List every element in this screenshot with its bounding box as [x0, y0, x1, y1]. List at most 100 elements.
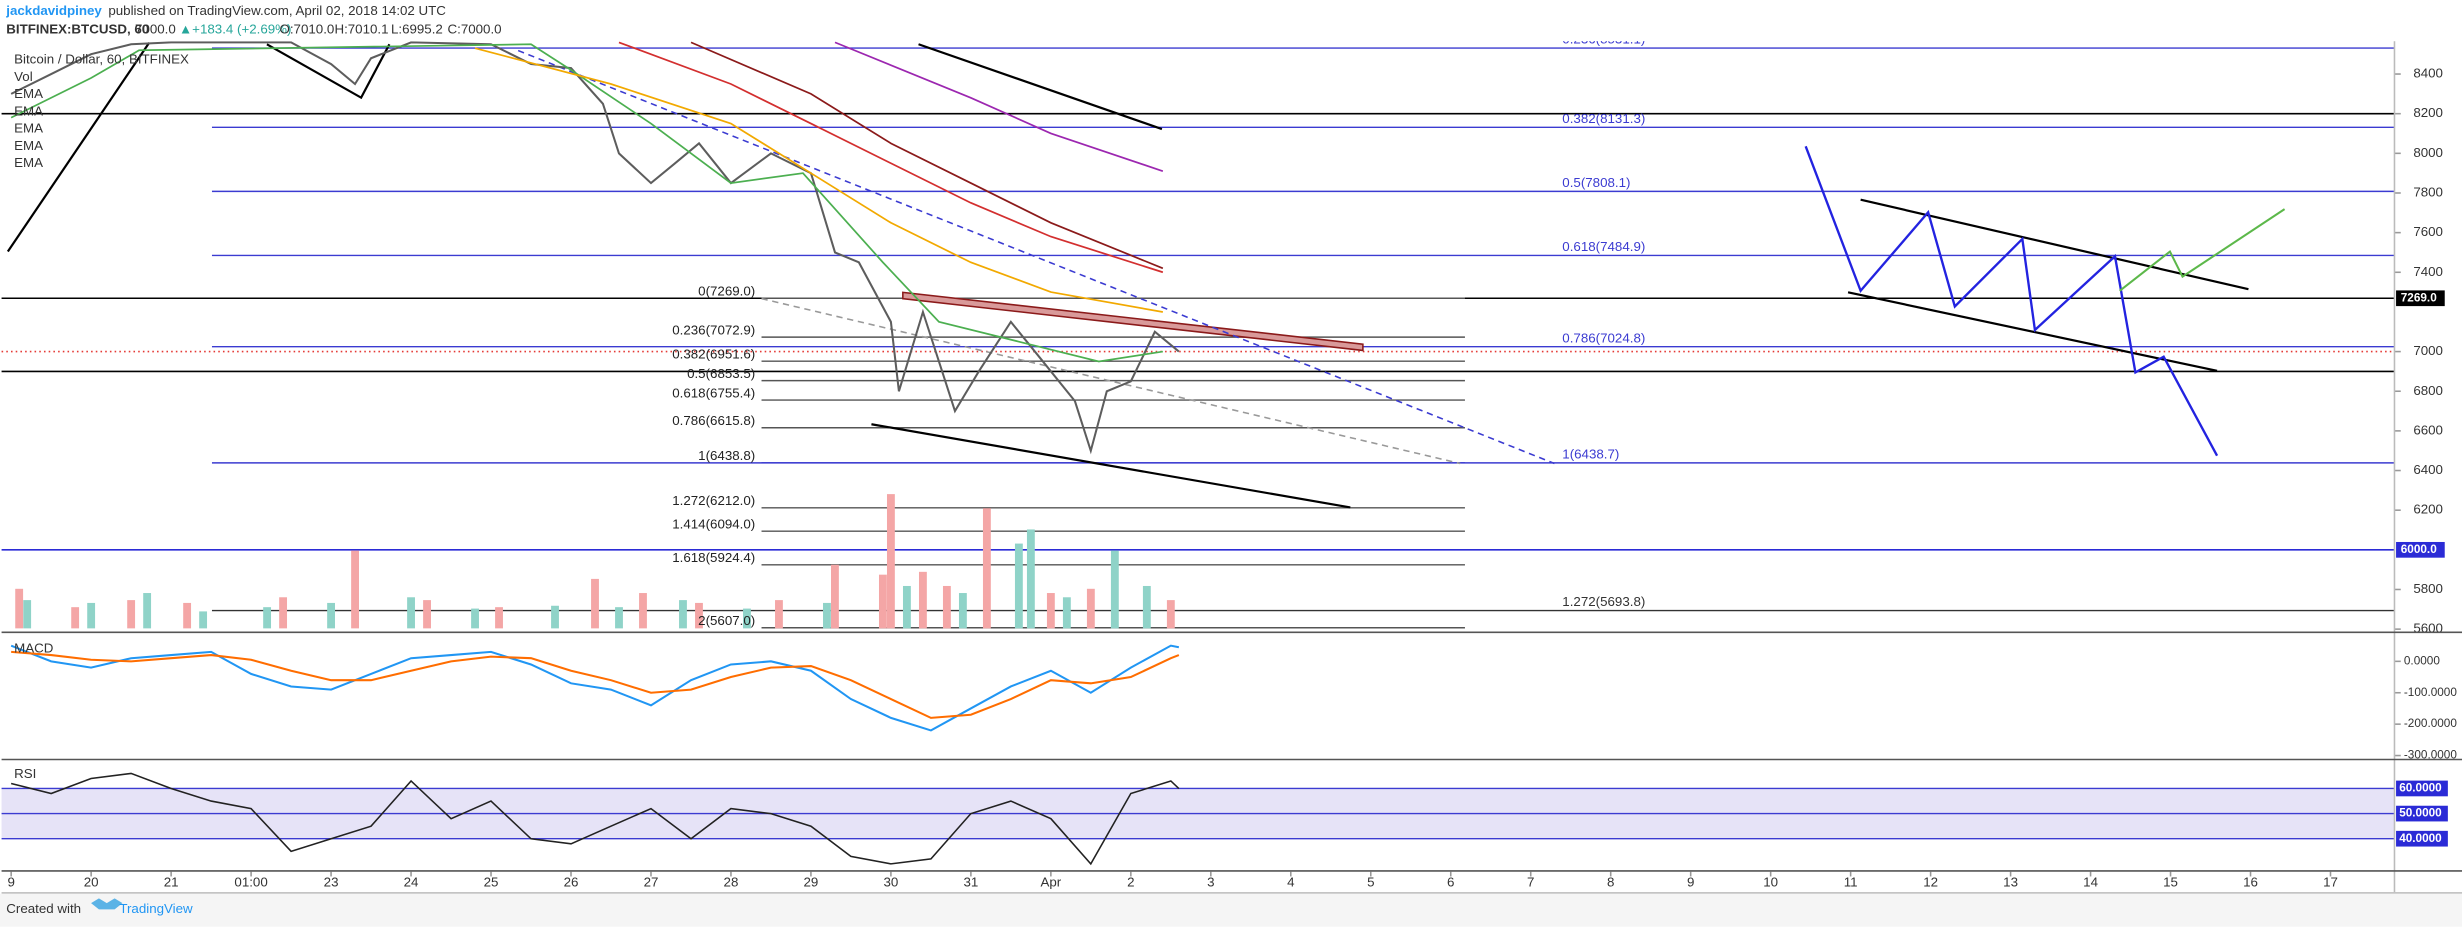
volume-bar — [1026, 529, 1035, 629]
x-tick-label: 15 — [2163, 874, 2178, 889]
y-tick-label: 6800 — [2413, 383, 2443, 398]
fib-label: 0.382(8131.3) — [1562, 111, 1645, 126]
legend-ema: EMA — [14, 103, 43, 118]
fib-label: 0.786(6615.8) — [672, 413, 755, 428]
y-tick-label: 40.0000 — [2399, 832, 2442, 845]
volume-bar — [743, 608, 751, 629]
brand[interactable]: TradingView — [119, 901, 193, 916]
volume-bar — [886, 494, 895, 629]
volume-bar — [351, 550, 359, 629]
volume-bar — [23, 600, 32, 629]
volume-bar — [1110, 550, 1119, 629]
series-line — [11, 650, 1180, 719]
volume-bar — [263, 607, 272, 629]
volume-bar — [143, 593, 152, 629]
trend-line — [871, 423, 1351, 509]
x-tick-label: 25 — [484, 874, 499, 889]
x-tick-label: 8 — [1607, 874, 1614, 889]
x-tick-label: 2 — [1127, 874, 1134, 889]
volume-bar — [1142, 585, 1151, 629]
x-tick-label: 29 — [804, 874, 819, 889]
trend-line — [266, 43, 391, 100]
resistance-band — [902, 291, 1364, 352]
volume-bar — [775, 600, 783, 629]
series-line — [10, 644, 1180, 732]
symbol: BITFINEX:BTCUSD, 60 — [6, 22, 149, 37]
tick-badge — [2396, 830, 2448, 847]
volume-bar — [679, 600, 687, 629]
price-badge — [2396, 290, 2445, 307]
close: C:7000.0 — [447, 22, 501, 37]
fib-label: 1.272(6212.0) — [672, 493, 755, 508]
legend-ema: EMA — [14, 121, 43, 136]
fib-label: 0.382(6951.6) — [672, 346, 755, 361]
legend-title: Bitcoin / Dollar, 60, BITFINEX — [14, 52, 189, 67]
x-tick-label: 30 — [884, 874, 899, 889]
y-tick-label: 6400 — [2413, 462, 2443, 477]
x-tick-label: 28 — [724, 874, 739, 889]
projection-path — [1804, 145, 2219, 457]
fib-label: 1.618(5924.4) — [672, 550, 755, 565]
volume-bar — [71, 607, 80, 629]
legend-ema: EMA — [14, 155, 43, 170]
x-tick-label: 10 — [1763, 874, 1778, 889]
volume-bar — [279, 597, 288, 629]
fib-label: 1.414(6094.0) — [672, 516, 755, 531]
y-tick-label: 50.0000 — [2399, 807, 2442, 820]
series-line — [10, 43, 1163, 363]
drawings — [6, 42, 2286, 509]
x-tick-label: 16 — [2243, 874, 2258, 889]
x-tick-label: 13 — [2003, 874, 2018, 889]
volume-bar — [918, 571, 927, 629]
low: L:6995.2 — [391, 22, 443, 37]
y-tick-label: -200.0000 — [2404, 717, 2457, 730]
volume-bar — [15, 588, 24, 629]
y-tick-label: 60.0000 — [2399, 782, 2442, 795]
x-tick-label: 12 — [1923, 874, 1938, 889]
fib-label: 0.618(7484.9) — [1562, 239, 1645, 254]
series-line — [618, 41, 1164, 274]
fib-label: 1(6438.8) — [698, 448, 755, 463]
volume-bar — [495, 607, 503, 629]
series-line — [10, 772, 1180, 866]
volume-bar — [958, 593, 967, 629]
volume-bar — [1086, 588, 1095, 629]
price-badge — [2396, 541, 2445, 558]
dashed-line — [761, 297, 1461, 465]
volume-bar — [127, 600, 136, 629]
fib-label: 0(7269.0) — [698, 284, 755, 299]
projection-path — [2119, 208, 2286, 292]
x-tick-label: 9 — [7, 874, 14, 889]
fib-label: 0.618(6755.4) — [672, 385, 755, 400]
x-tick-label: Apr — [1040, 874, 1061, 889]
volume-bar — [199, 611, 208, 629]
channel-line — [1847, 291, 2218, 372]
volume-bar — [902, 585, 911, 629]
footer-bg — [0, 893, 2462, 927]
x-tick-label: 26 — [564, 874, 579, 889]
x-tick-label: 9 — [1687, 874, 1694, 889]
volume-bar — [942, 585, 951, 629]
volume-bar — [87, 602, 96, 629]
volume-bar — [407, 597, 415, 629]
change: ▲+183.4 (+2.69%) — [179, 22, 291, 37]
volume-bar — [695, 602, 703, 629]
series-line — [834, 41, 1164, 172]
last-price: 7000.0 — [135, 22, 176, 37]
y-tick-label: 7600 — [2413, 224, 2443, 239]
volume-bar — [591, 578, 599, 629]
legend-vol: Vol — [14, 69, 33, 84]
y-tick-label: 8000 — [2413, 145, 2443, 160]
macd-title: MACD — [14, 640, 53, 655]
fib-label: 0.5(6853.5) — [687, 366, 755, 381]
volume-bar — [183, 602, 192, 629]
open: O:7010.0 — [279, 22, 334, 37]
y-tick-label: 6600 — [2413, 422, 2443, 437]
x-tick-label: 27 — [644, 874, 659, 889]
fib-label: 0.786(7024.8) — [1562, 330, 1645, 345]
x-tick-label: 6 — [1447, 874, 1454, 889]
published: published on TradingView.com, April 02, … — [108, 3, 446, 18]
fib-label: 0.5(7808.1) — [1562, 175, 1630, 190]
header-bg — [0, 0, 2462, 42]
